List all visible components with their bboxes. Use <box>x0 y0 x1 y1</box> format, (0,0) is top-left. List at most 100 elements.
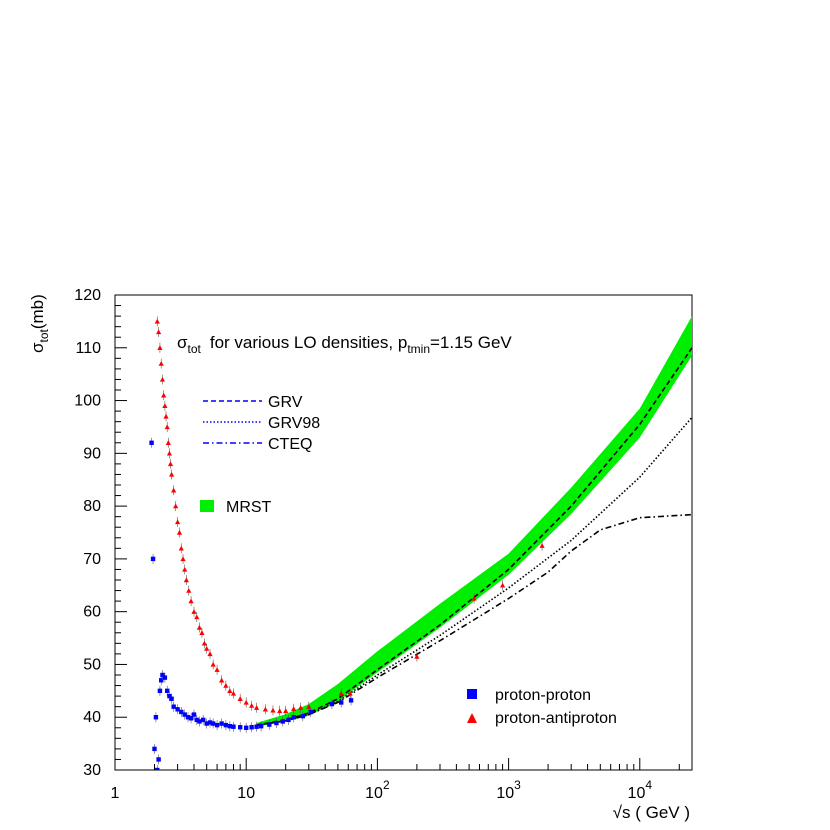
pbar-point <box>171 487 177 493</box>
legend-band: MRST <box>200 499 272 516</box>
plot-frame <box>114 294 693 771</box>
pbar-point <box>207 651 213 657</box>
pbar-point <box>201 640 207 646</box>
legend-marker-proton-proton <box>467 689 477 699</box>
y-tick-label: 40 <box>83 709 101 726</box>
pp-point <box>258 723 264 729</box>
title-sigma-sub: tot <box>188 342 202 356</box>
pbar-point <box>237 696 243 701</box>
pp-point <box>237 725 243 730</box>
ylabel-sigma: σ <box>28 342 47 353</box>
title-pt-sub: tmin <box>407 342 430 356</box>
curve-cteq <box>256 513 692 726</box>
pp-point <box>165 688 170 694</box>
pbar-point <box>180 556 186 562</box>
pp-point <box>291 715 296 720</box>
pbar-point <box>161 392 167 398</box>
pp-point <box>329 701 335 707</box>
pbar-point <box>154 318 160 324</box>
y-tick-label: 80 <box>83 498 101 515</box>
legend-lines: GRV GRV98 CTEQ <box>203 394 320 453</box>
pbar-point <box>165 440 171 445</box>
pp-point <box>191 712 197 717</box>
pp-point <box>188 716 194 721</box>
pp-point <box>149 440 154 445</box>
x-tick-base: 1 <box>111 785 120 802</box>
pbar-point <box>230 690 237 696</box>
pp-point <box>159 678 164 683</box>
pp-point <box>150 556 156 562</box>
legend-label-mrst: MRST <box>226 499 272 516</box>
pp-point <box>210 721 216 726</box>
y-tick-label: 30 <box>83 762 101 779</box>
pbar-point <box>159 376 166 382</box>
title-rest: for various LO densities, p <box>210 333 407 352</box>
pp-point <box>169 696 174 701</box>
chart-title: σtot for various LO densities, ptmin=1.15… <box>177 333 512 356</box>
pbar-point <box>210 661 216 667</box>
pp-point <box>286 717 291 723</box>
legend-label-cteq: CTEQ <box>268 436 312 453</box>
pp-point <box>152 746 157 752</box>
pp-point <box>157 688 163 694</box>
pp-point <box>167 693 172 699</box>
title-sigma: σ <box>177 333 188 352</box>
pp-point <box>182 712 187 717</box>
pp-point <box>204 721 209 726</box>
pbar-point <box>194 614 200 620</box>
pbar-point <box>414 653 420 659</box>
legend-label-proton-proton: proton-proton <box>495 687 591 704</box>
ylabel-sub: tot <box>37 328 51 342</box>
pp-point <box>223 722 229 728</box>
pp-point <box>200 717 206 723</box>
x-tick-label: 1 <box>111 785 120 802</box>
pbar-point <box>223 682 229 688</box>
pbar-point <box>166 450 173 456</box>
pbar-point <box>243 699 249 705</box>
pbar-point <box>158 361 164 366</box>
pp-point <box>348 698 354 703</box>
pbar-point <box>199 630 205 635</box>
pp-point <box>171 704 176 709</box>
pbar-point <box>162 403 168 409</box>
point-layer <box>149 316 545 770</box>
pp-point <box>274 720 279 726</box>
pbar-point <box>471 595 477 601</box>
x-tick-exponent: 4 <box>645 778 652 792</box>
x-tick-base: 10 <box>628 785 646 802</box>
pbar-point <box>156 329 162 335</box>
y-tick-label: 110 <box>75 340 101 357</box>
legend-marker-proton-antiproton <box>467 713 477 723</box>
mrst-band <box>256 316 692 727</box>
legend-label-proton-antiproton: proton-antiproton <box>495 710 617 727</box>
pp-point <box>280 719 285 724</box>
pbar-point <box>167 461 174 467</box>
pp-point <box>179 709 184 715</box>
x-tick-label: 102 <box>365 778 390 802</box>
x-axis-label: √s ( GeV ) <box>613 803 690 822</box>
pbar-point <box>174 519 181 525</box>
pp-point <box>160 672 165 678</box>
pbar-point <box>338 690 344 696</box>
curve-layer <box>256 347 692 726</box>
x-tick-base: 10 <box>237 785 255 802</box>
x-tick-base: 10 <box>496 785 514 802</box>
pbar-point <box>214 667 220 672</box>
pbar-point <box>182 566 188 572</box>
pp-point <box>308 709 313 715</box>
x-tick-label: 10 <box>237 785 255 802</box>
pp-point <box>153 715 159 720</box>
pp-point <box>227 723 233 729</box>
pp-point <box>185 715 191 720</box>
pbar-point <box>173 503 179 509</box>
pbar-point <box>157 345 163 350</box>
pbar-point <box>298 705 304 710</box>
legend-swatch-mrst <box>200 500 214 512</box>
pbar-point <box>204 646 210 651</box>
pp-point <box>194 717 199 723</box>
pp-point <box>197 719 202 724</box>
pbar-point <box>183 577 189 583</box>
legend-label-grv98: GRV98 <box>268 415 320 432</box>
